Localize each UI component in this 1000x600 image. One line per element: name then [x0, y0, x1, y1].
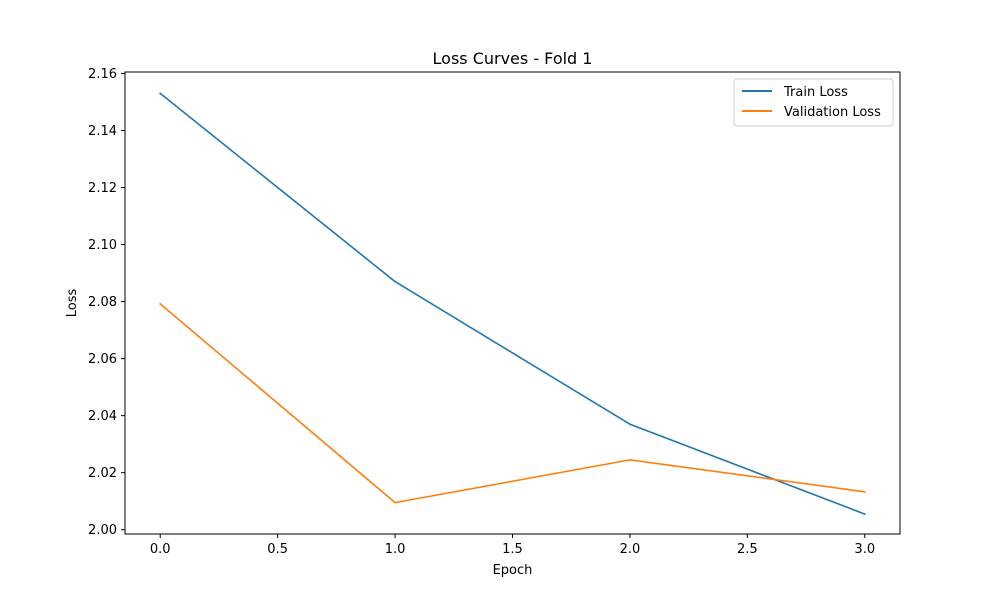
y-tick-label: 2.08	[88, 295, 117, 310]
data-point-train-loss	[863, 513, 866, 515]
y-tick-label: 2.10	[88, 238, 117, 253]
legend-label-train-loss: Train Loss	[783, 85, 848, 100]
chart-title: Loss Curves - Fold 1	[433, 49, 593, 68]
series-line-train-loss	[159, 92, 866, 516]
x-tick-label: 1.0	[385, 542, 406, 557]
plot-area	[159, 92, 866, 516]
y-tick-label: 2.04	[88, 409, 117, 424]
legend-label-validation-loss: Validation Loss	[784, 105, 881, 120]
series-line-validation-loss	[159, 302, 866, 504]
data-point-train-loss	[394, 280, 396, 283]
y-tick-label: 2.14	[88, 124, 117, 139]
x-tick-label: 0.0	[150, 542, 171, 557]
legend-box	[733, 78, 894, 127]
x-tick-label: 2.0	[620, 542, 641, 557]
data-point-train-loss	[629, 423, 631, 426]
y-axis-label: Loss	[65, 289, 80, 318]
y-tick-label: 2.02	[88, 466, 117, 481]
y-tick-label: 2.12	[88, 181, 117, 196]
data-point-validation-loss	[159, 303, 162, 305]
legend: Train Loss Validation Loss	[733, 78, 894, 127]
x-axis: 0.0 0.5 1.0 1.5 2.0 2.5 3.0	[150, 534, 875, 557]
data-point-validation-loss	[394, 501, 396, 504]
x-tick-label: 2.5	[737, 542, 758, 557]
x-tick-label: 3.0	[854, 542, 875, 557]
x-axis-label: Epoch	[493, 563, 533, 578]
data-point-train-loss	[159, 92, 162, 95]
x-tick-label: 1.5	[502, 542, 523, 557]
data-point-validation-loss	[863, 490, 866, 493]
x-tick-label: 0.5	[267, 542, 288, 557]
y-axis: 2.00 2.02 2.04 2.06 2.08 2.10 2.12 2.14 2.16	[88, 67, 125, 538]
y-tick-label: 2.00	[88, 523, 117, 538]
y-tick-label: 2.06	[88, 352, 117, 367]
y-tick-label: 2.16	[88, 67, 117, 82]
data-point-validation-loss	[629, 459, 631, 461]
